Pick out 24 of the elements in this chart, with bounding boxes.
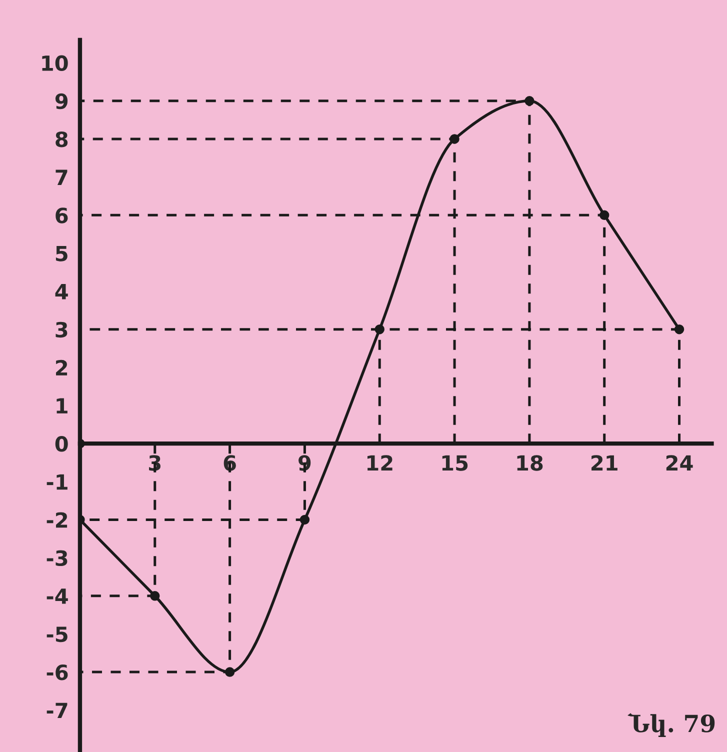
y-tick-label: -1 bbox=[46, 474, 68, 490]
y-tick-label: -2 bbox=[46, 512, 68, 528]
y-tick-label: 9 bbox=[55, 93, 68, 110]
x-tick-label: 15 bbox=[442, 455, 468, 471]
x-tick-label: 12 bbox=[367, 455, 392, 471]
x-tick-label: 24 bbox=[666, 455, 693, 471]
x-tick-label: 21 bbox=[592, 455, 618, 471]
y-tick-label: 10 bbox=[42, 55, 68, 72]
y-tick-label: 7 bbox=[56, 170, 68, 185]
y-tick-label: -4 bbox=[46, 588, 68, 604]
y-tick-label: 2 bbox=[56, 360, 68, 376]
y-tick-label: 6 bbox=[56, 208, 68, 224]
y-tick-label: 3 bbox=[56, 322, 68, 338]
y-tick-label: 1 bbox=[56, 398, 68, 414]
y-tick-label: -5 bbox=[46, 626, 68, 642]
annotation: Նկ. 79 bbox=[628, 713, 715, 737]
y-tick-label: 0 bbox=[55, 436, 68, 452]
y-tick-label: -7 bbox=[46, 702, 68, 718]
y-tick-label: 8 bbox=[56, 131, 68, 148]
x-tick-label: 18 bbox=[517, 455, 543, 471]
y-tick-label: 4 bbox=[55, 284, 68, 300]
y-tick-label: -6 bbox=[46, 664, 68, 680]
y-tick-label: 5 bbox=[56, 246, 68, 262]
y-tick-label: -3 bbox=[46, 550, 68, 566]
